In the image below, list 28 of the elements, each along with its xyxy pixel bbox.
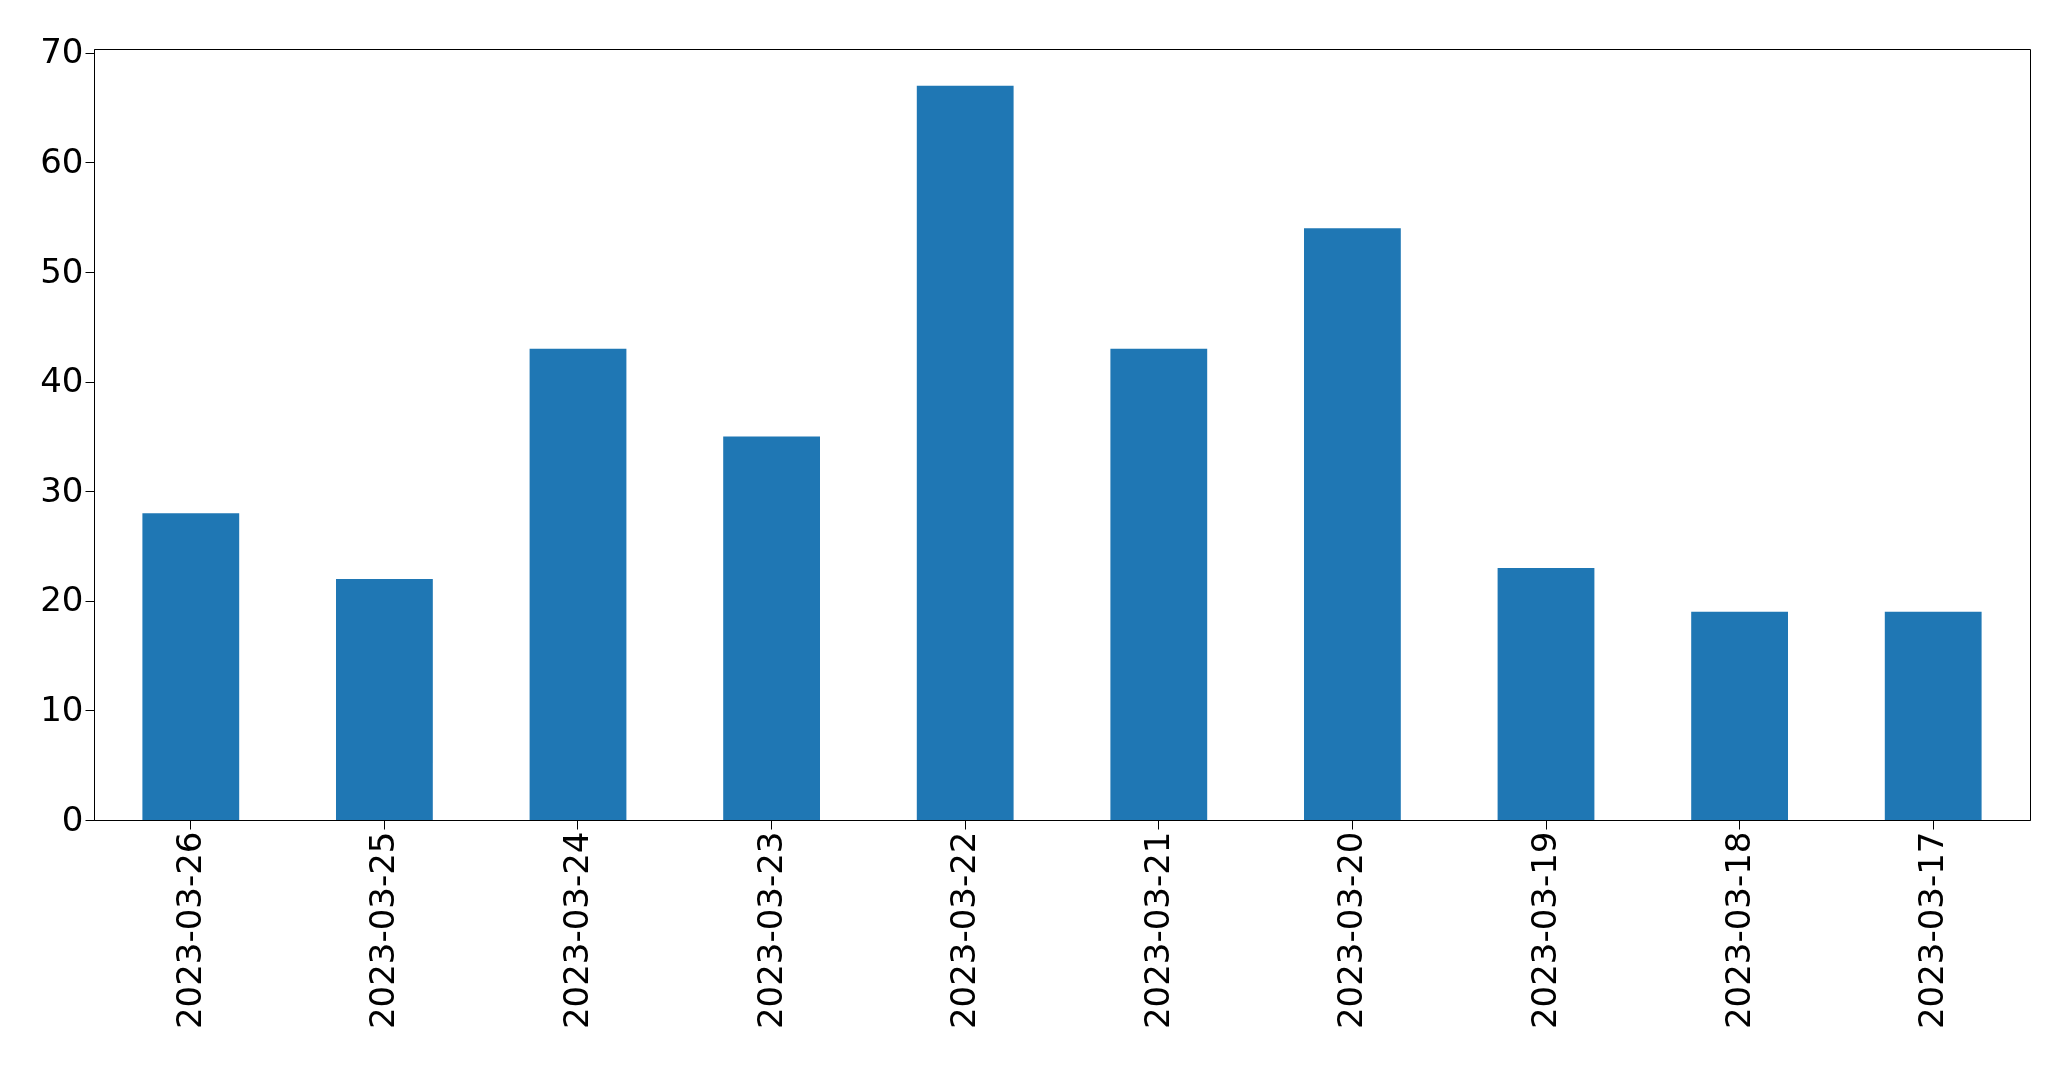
bar (1497, 567, 1595, 820)
bar (723, 436, 820, 820)
x-tick-label: 2023-03-22 (943, 831, 984, 1030)
x-tick-label: 2023-03-25 (362, 831, 403, 1030)
y-tick-label: 50 (40, 250, 84, 291)
bar (1304, 228, 1401, 820)
bar (142, 513, 240, 820)
y-tick-label: 10 (40, 688, 84, 729)
y-tick-label: 0 (61, 798, 84, 839)
y-tick-label: 40 (40, 360, 84, 401)
x-tick-label: 2023-03-26 (168, 831, 209, 1030)
x-tick-label: 2023-03-23 (749, 831, 790, 1030)
y-tick-label: 70 (40, 31, 84, 72)
x-tick-label: 2023-03-20 (1330, 831, 1371, 1030)
bar (336, 578, 433, 820)
bar (1691, 611, 1788, 820)
x-tick-label: 2023-03-17 (1911, 831, 1952, 1030)
bar (529, 348, 627, 820)
x-tick-label: 2023-03-18 (1717, 831, 1758, 1030)
bar (916, 85, 1014, 820)
x-tick-label: 2023-03-24 (556, 831, 596, 1030)
y-tick-label: 30 (40, 469, 84, 510)
x-tick-label: 2023-03-19 (1524, 831, 1564, 1030)
bar (1884, 611, 1982, 820)
y-tick-label: 60 (40, 140, 84, 181)
y-tick-label: 20 (40, 579, 84, 620)
x-tick-label: 2023-03-21 (1136, 831, 1177, 1030)
bar (1110, 348, 1208, 820)
